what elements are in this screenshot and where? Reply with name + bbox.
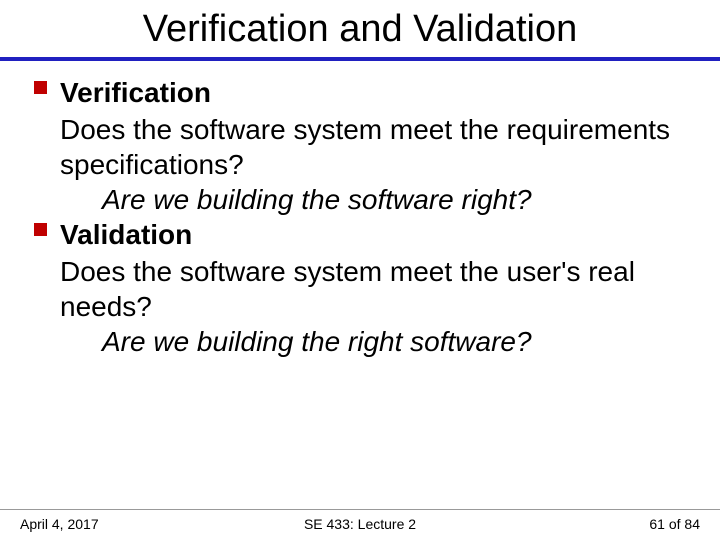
- item-question: Are we building the software right?: [30, 182, 690, 217]
- slide: Verification and Validation Verification…: [0, 0, 720, 540]
- square-bullet-icon: [34, 81, 47, 94]
- slide-title: Verification and Validation: [0, 0, 720, 57]
- item-question: Are we building the right software?: [30, 324, 690, 359]
- list-item: Validation: [30, 217, 690, 252]
- item-body: Does the software system meet the user's…: [30, 254, 690, 324]
- footer-course: SE 433: Lecture 2: [0, 516, 720, 532]
- item-heading: Validation: [60, 219, 192, 250]
- footer-divider: [0, 509, 720, 510]
- square-bullet-icon: [34, 223, 47, 236]
- footer-page: 61 of 84: [649, 516, 700, 532]
- slide-content: Verification Does the software system me…: [0, 61, 720, 359]
- item-body: Does the software system meet the requir…: [30, 112, 690, 182]
- item-heading: Verification: [60, 77, 211, 108]
- list-item: Verification: [30, 75, 690, 110]
